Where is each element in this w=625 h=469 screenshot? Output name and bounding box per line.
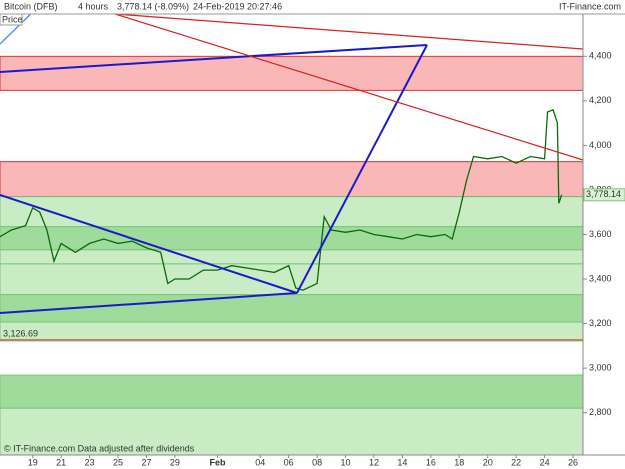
brand: IT-Finance.com <box>559 1 621 11</box>
zone <box>0 374 584 409</box>
x-tick-label: 16 <box>426 457 436 467</box>
zone <box>0 226 584 251</box>
panel-label-box <box>0 13 23 26</box>
last-price-label: 3,778.14 <box>586 189 621 199</box>
last-price-tag <box>583 188 625 202</box>
x-tick-label: 04 <box>255 457 265 467</box>
timestamp: 24-Feb-2019 20:27:46 <box>193 1 282 11</box>
x-tick-label: 20 <box>483 457 493 467</box>
zone <box>0 294 584 323</box>
x-tick-label: 10 <box>341 457 351 467</box>
header-bar <box>0 0 625 14</box>
y-tick-label: 4,000 <box>589 140 612 150</box>
trend-line <box>0 44 428 73</box>
x-tick-label: 06 <box>284 457 294 467</box>
y-tick-label: 3,000 <box>589 363 612 373</box>
x-tick-label: 29 <box>170 457 180 467</box>
plot-area: 3,126.69 <box>0 55 584 456</box>
trend-line <box>114 13 584 161</box>
zone <box>0 196 584 228</box>
x-tick-label: 27 <box>141 457 151 467</box>
zone <box>0 249 584 265</box>
x-tick-label: 22 <box>511 457 521 467</box>
panel-label: Price <box>2 14 23 24</box>
zone <box>0 321 584 342</box>
zone <box>0 263 584 296</box>
trend-line <box>0 194 298 294</box>
x-tick-label: 23 <box>85 457 95 467</box>
quote: 3,778.14 (-8.09%) <box>117 1 189 11</box>
y-tick-label: 4,400 <box>589 51 612 61</box>
level-label: 3,126.69 <box>3 328 38 338</box>
x-tick-label: 19 <box>28 457 38 467</box>
trend-line <box>0 292 298 314</box>
zone <box>0 55 584 91</box>
x-tick-label: 08 <box>312 457 322 467</box>
y-tick-label: 3,200 <box>589 318 612 328</box>
trend-line <box>114 13 584 50</box>
zone <box>0 161 584 198</box>
y-tick-label: 3,400 <box>589 273 612 283</box>
y-tick-label: 3,600 <box>589 229 612 239</box>
footer: © IT-Finance.com Data adjusted after div… <box>4 443 195 453</box>
interval: 4 hours <box>78 1 109 11</box>
x-tick-label: 14 <box>397 457 407 467</box>
x-tick-label: 24 <box>540 457 550 467</box>
x-tick-label: 12 <box>369 457 379 467</box>
y-tick-label: 4,200 <box>589 95 612 105</box>
x-tick-label: Feb <box>210 457 227 467</box>
x-tick-label: 25 <box>113 457 123 467</box>
instrument: Bitcoin (DFB) <box>4 1 58 11</box>
drawings <box>0 0 584 314</box>
x-tick-label: 21 <box>56 457 66 467</box>
trend-line <box>296 44 428 294</box>
x-tick-label: 26 <box>568 457 578 467</box>
y-tick-label: 2,800 <box>589 407 612 417</box>
x-tick-label: 18 <box>454 457 464 467</box>
